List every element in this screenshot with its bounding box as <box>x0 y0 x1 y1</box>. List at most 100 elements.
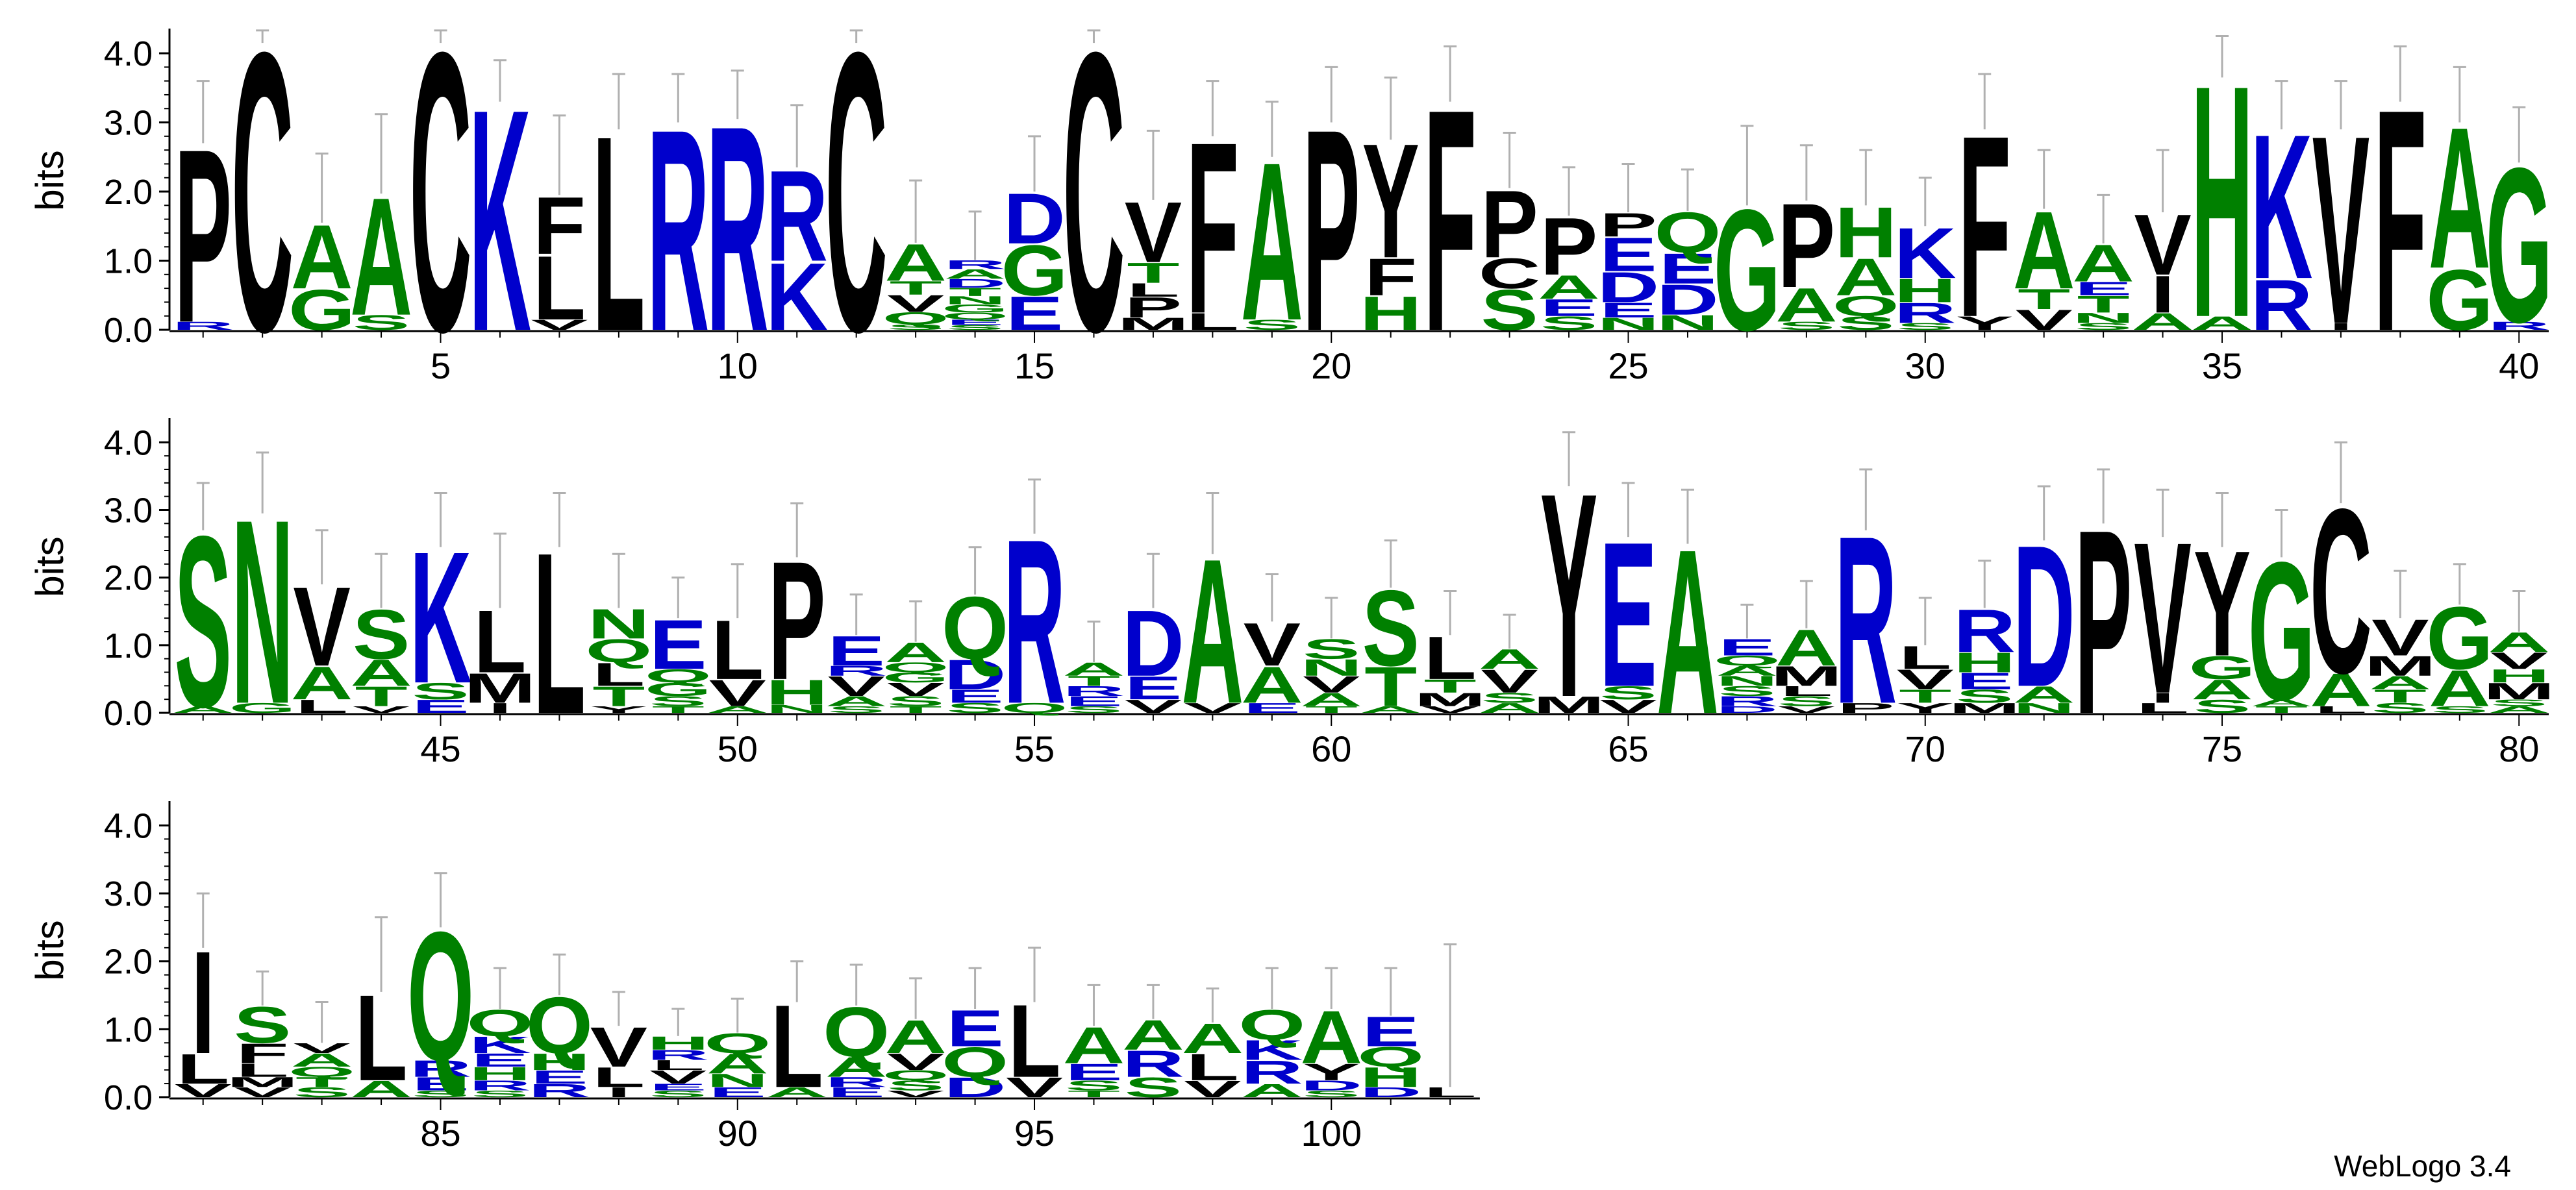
logo-letter-L: L <box>771 980 823 1112</box>
logo-letter-L: L <box>177 1045 229 1093</box>
logo-letter-Y: Y <box>1897 700 1954 716</box>
logo-letter-R: R <box>469 1078 531 1093</box>
logo-letter-T: T <box>890 704 942 715</box>
y-axis-label: bits <box>28 536 71 597</box>
logo-letter-A: A <box>825 693 888 709</box>
logo-letter-V: V <box>2134 197 2191 293</box>
logo-letter-L: L <box>533 504 586 762</box>
logo-letter-S: S <box>175 485 232 758</box>
logo-letter-S: S <box>887 693 944 709</box>
logo-letter-D: D <box>944 1072 1007 1104</box>
logo-letter-F: F <box>236 1037 289 1069</box>
logo-letter-A: A <box>1241 656 1303 714</box>
logo-letter-C: C <box>1063 0 1125 415</box>
logo-letter-V: V <box>175 1080 232 1101</box>
x-tick-label: 25 <box>1608 345 1648 386</box>
y-tick-label: 1.0 <box>104 626 153 665</box>
logo-letter-S: S <box>1897 321 1954 332</box>
logo-letter-A: A <box>1182 515 1244 747</box>
logo-letter-G: G <box>288 278 355 342</box>
logo-letter-T: T <box>890 277 942 299</box>
logo-letter-V: V <box>2312 81 2370 380</box>
logo-letter-L: L <box>592 1061 645 1093</box>
logo-letter-V: V <box>1184 1076 1242 1102</box>
logo-letter-F: F <box>1364 248 1417 307</box>
x-tick-label: 80 <box>2499 728 2539 769</box>
logo-letter-R: R <box>944 258 1007 272</box>
logo-letter-T: T <box>592 680 645 712</box>
x-tick-label: 100 <box>1301 1113 1362 1154</box>
logo-letter-A: A <box>2488 704 2550 715</box>
logo-letter-R: R <box>1122 1043 1184 1085</box>
logo-letter-K: K <box>469 43 531 397</box>
logo-letter-S: S <box>946 324 1003 332</box>
logo-letter-H: H <box>1953 647 2016 678</box>
logo-letter-R: R <box>1063 684 1125 699</box>
logo-letter-Q: Q <box>526 981 593 1071</box>
logo-letter-S: S <box>1599 682 1657 703</box>
x-tick-label: 20 <box>1311 345 1351 386</box>
logo-letter-E: E <box>1956 668 2013 695</box>
logo-letter-E: E <box>2075 278 2132 299</box>
logo-letter-N: N <box>1657 311 1719 334</box>
logo-letter-S: S <box>2194 696 2251 717</box>
logo-letter-A: A <box>2013 682 2075 708</box>
logo-letter-D: D <box>1657 276 1719 324</box>
logo-letter-D: D <box>1716 704 1779 715</box>
logo-letter-S: S <box>1244 317 1301 333</box>
logo-letter-D: D <box>944 651 1007 699</box>
logo-letter-E: E <box>471 1050 529 1071</box>
y-tick-label: 0.0 <box>104 1078 153 1117</box>
logo-letter-S: S <box>1540 313 1597 334</box>
logo-letter-V: V <box>887 1089 945 1099</box>
logo-letter-V: V <box>1006 1072 1064 1104</box>
logo-letter-A: A <box>2191 674 2253 705</box>
logo-letter-V: V <box>1481 663 1538 700</box>
x-tick-label: 10 <box>718 345 758 386</box>
logo-letter-E: E <box>412 1073 469 1094</box>
logo-letter-R: R <box>825 1074 888 1090</box>
logo-letter-M: M <box>2364 651 2436 682</box>
logo-letter-Q: Q <box>823 992 890 1071</box>
logo-letter-S: S <box>1837 313 1894 334</box>
logo-letter-E: E <box>649 1082 707 1092</box>
logo-letter-Q: Q <box>882 1067 949 1083</box>
y-tick-label: 0.0 <box>104 311 153 350</box>
logo-letter-S: S <box>1125 1072 1182 1104</box>
logo-letter-M: M <box>1533 691 1605 718</box>
logo-letter-E: E <box>1244 700 1301 716</box>
logo-letter-A: A <box>944 267 1007 282</box>
logo-letter-N: N <box>766 702 828 715</box>
logo-letter-C: C <box>410 0 472 415</box>
logo-letter-V: V <box>531 317 588 333</box>
logo-letter-Q: Q <box>585 632 652 669</box>
logo-letter-V: V <box>1599 696 1657 717</box>
logo-letter-V: V <box>2134 497 2191 739</box>
logo-letter-I: I <box>606 1084 631 1100</box>
logo-letter-M: M <box>1949 700 2020 716</box>
y-tick-label: 3.0 <box>104 104 153 143</box>
logo-letter-A: A <box>884 637 947 668</box>
logo-letter-A: A <box>2429 660 2491 717</box>
logo-letter-A: A <box>1300 995 1362 1080</box>
logo-letter-F: F <box>2374 43 2427 397</box>
x-tick-label: 75 <box>2202 728 2242 769</box>
logo-letter-D: D <box>1360 1084 1422 1100</box>
logo-letter-D: D <box>1597 264 1660 312</box>
x-tick-label: 45 <box>420 728 460 769</box>
y-tick-label: 4.0 <box>104 34 153 73</box>
logo-letter-S: S <box>887 323 944 331</box>
logo-letter-A: A <box>707 1048 769 1080</box>
logo-letter-V: V <box>649 1067 707 1087</box>
logo-letter-R: R <box>410 1056 472 1082</box>
logo-letter-V: V <box>293 1040 350 1056</box>
logo-letter-V: V <box>1125 696 1182 717</box>
logo-letter-C: C <box>825 0 888 415</box>
logo-letter-P: P <box>2075 475 2132 769</box>
logo-letter-S: S <box>1481 690 1538 706</box>
logo-letter-I: I <box>2151 690 2175 706</box>
logo-letter-Q: Q <box>1714 653 1781 669</box>
logo-letter-R: R <box>1953 597 2016 665</box>
logo-letter-S: S <box>2075 321 2132 332</box>
y-axis-label: bits <box>28 150 71 210</box>
